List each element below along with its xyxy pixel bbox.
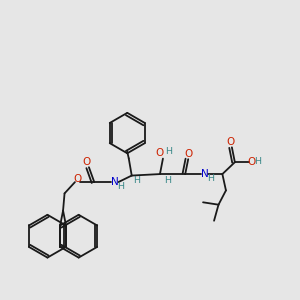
Text: H: H <box>254 157 262 166</box>
Text: H: H <box>134 176 141 185</box>
Text: H: H <box>208 174 214 183</box>
Text: O: O <box>185 149 193 159</box>
Text: H: H <box>118 182 124 191</box>
Text: O: O <box>226 137 235 147</box>
Text: H: H <box>165 147 172 156</box>
Text: O: O <box>155 148 164 158</box>
Text: O: O <box>82 158 91 167</box>
Text: H: H <box>164 176 171 185</box>
Text: N: N <box>201 169 208 179</box>
Text: N: N <box>111 177 119 187</box>
Text: O: O <box>248 157 256 166</box>
Text: O: O <box>73 174 82 184</box>
